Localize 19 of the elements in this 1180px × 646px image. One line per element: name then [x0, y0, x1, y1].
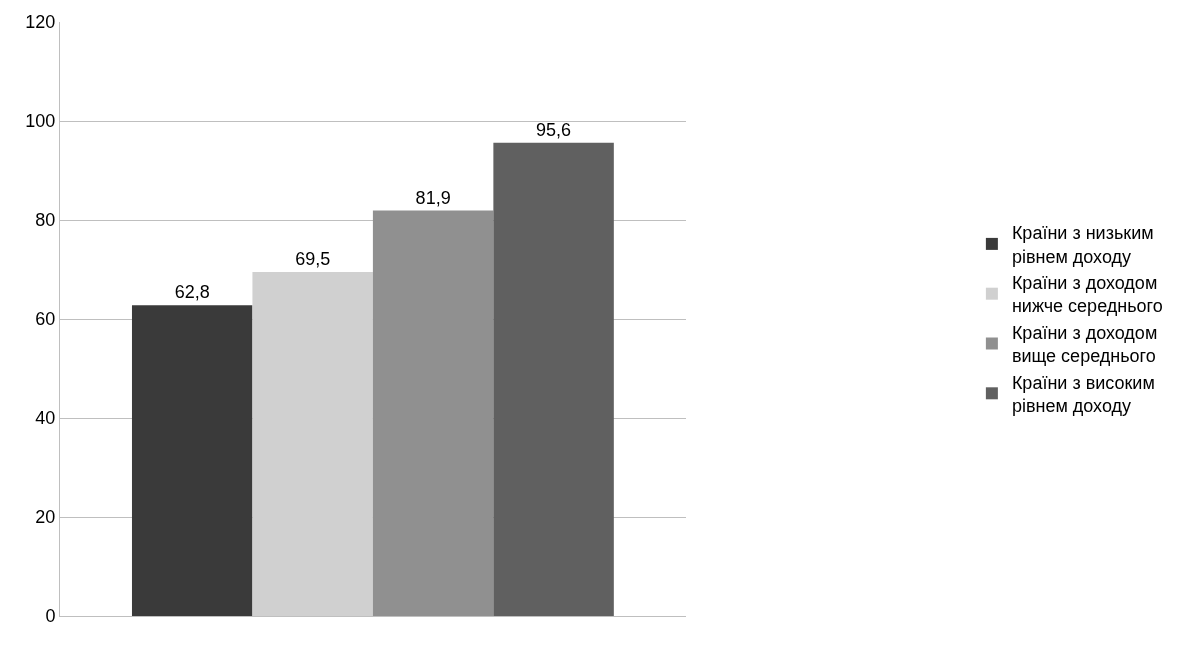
y-tick-label: 0 — [45, 606, 56, 627]
bar — [493, 142, 614, 616]
legend-label: Країни з високим рівнем доходу — [1011, 372, 1155, 417]
legend-label: Країни з низьким рівнем доходу — [1011, 223, 1154, 267]
y-tick-label: 40 — [35, 408, 56, 429]
y-tick-label: 60 — [35, 309, 56, 330]
data-label: 95,6 — [536, 119, 572, 140]
legend-label: Країни з доходом нижче середнього — [1011, 273, 1163, 317]
y-tick-label: 100 — [25, 111, 56, 132]
y-tick-label: 80 — [35, 210, 56, 231]
bar — [131, 305, 253, 616]
legend-label: Країни з доходом вище середнього — [1011, 322, 1158, 367]
y-tick-label: 120 — [25, 12, 56, 33]
bar — [372, 210, 494, 616]
y-tick-label: 20 — [35, 507, 56, 528]
data-label: 81,9 — [415, 187, 451, 208]
bar — [252, 271, 373, 616]
data-label: 69,5 — [295, 248, 331, 269]
data-label: 62,8 — [174, 282, 210, 303]
